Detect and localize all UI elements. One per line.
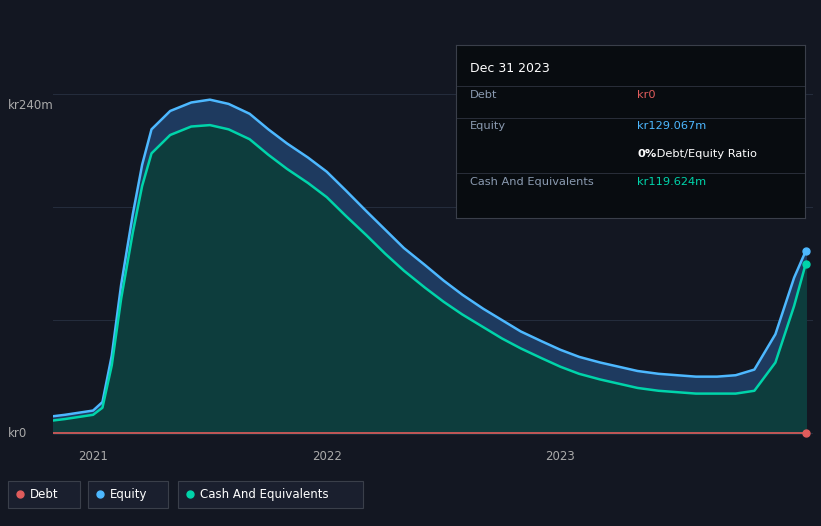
Text: kr129.067m: kr129.067m: [637, 121, 706, 131]
Text: kr240m: kr240m: [8, 99, 53, 112]
Text: Equity: Equity: [110, 488, 148, 501]
Text: Cash And Equivalents: Cash And Equivalents: [470, 177, 594, 187]
FancyBboxPatch shape: [8, 481, 80, 508]
FancyBboxPatch shape: [88, 481, 168, 508]
Text: Debt: Debt: [470, 90, 497, 100]
Text: kr119.624m: kr119.624m: [637, 177, 706, 187]
Text: Debt/Equity Ratio: Debt/Equity Ratio: [653, 149, 757, 159]
Text: Debt: Debt: [30, 488, 58, 501]
Text: 0%: 0%: [637, 149, 656, 159]
Text: kr0: kr0: [8, 427, 27, 440]
Text: Dec 31 2023: Dec 31 2023: [470, 62, 549, 75]
Text: kr0: kr0: [637, 90, 656, 100]
Text: Cash And Equivalents: Cash And Equivalents: [200, 488, 328, 501]
Text: Equity: Equity: [470, 121, 506, 131]
FancyBboxPatch shape: [178, 481, 363, 508]
